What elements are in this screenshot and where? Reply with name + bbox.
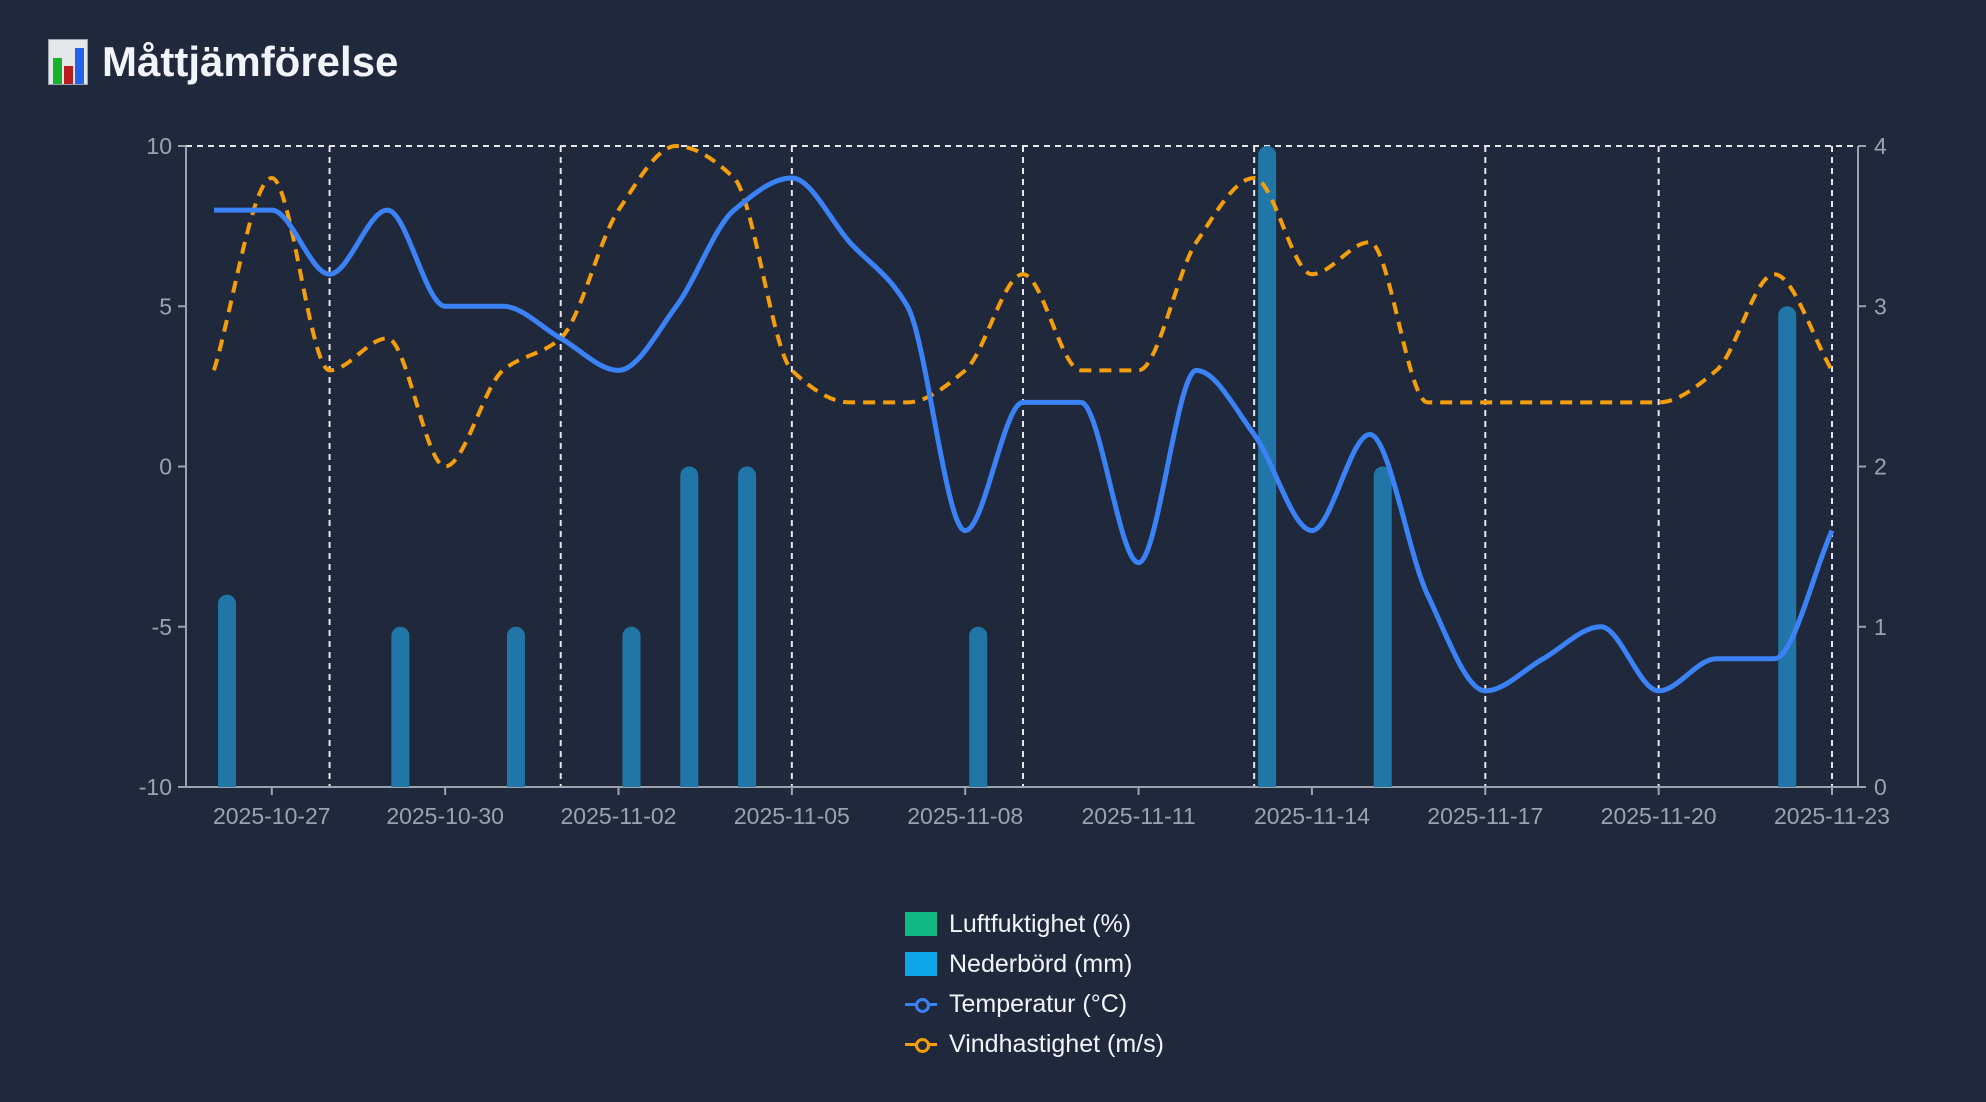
precipitation-bar [506, 626, 525, 787]
wind-speed-line [212, 143, 1834, 469]
legend: Luftfuktighet (%) Nederbörd (mm) Tempera… [905, 904, 1164, 1064]
y-right-tick-label: 3 [1874, 293, 1887, 319]
precipitation-bar [391, 626, 410, 787]
precipitation-bar [218, 594, 236, 787]
legend-item-temperature[interactable]: Temperatur (°C) [905, 984, 1164, 1024]
bar-chart-icon [48, 39, 88, 85]
y-left-tick-label: 0 [159, 454, 172, 480]
y-left-tick-label: -10 [139, 774, 172, 800]
precipitation-bar [1258, 146, 1277, 788]
y-right-tick-label: 4 [1874, 133, 1887, 159]
y-left-tick-label: 10 [146, 133, 172, 159]
y-right-tick-label: 0 [1874, 774, 1887, 800]
legend-line-icon [905, 1032, 937, 1056]
legend-label: Luftfuktighet (%) [949, 909, 1132, 938]
precipitation-bar [1778, 306, 1797, 787]
precipitation-bar [680, 466, 699, 787]
page-title: Måttjämförelse [102, 38, 399, 85]
y-left-tick-label: -5 [152, 614, 172, 640]
y-left-tick-label: 5 [159, 293, 172, 319]
precipitation-bar [622, 626, 641, 787]
precipitation-bar [969, 626, 988, 787]
legend-item-wind[interactable]: Vindhastighet (m/s) [905, 1024, 1164, 1064]
y-right-tick-label: 1 [1874, 614, 1887, 640]
x-tick-label: 2025-11-20 [1601, 803, 1717, 829]
y-right-tick-label: 2 [1874, 454, 1887, 480]
x-tick-label: 2025-11-23 [1774, 803, 1890, 829]
x-tick-label: 2025-11-11 [1081, 803, 1195, 829]
legend-label: Vindhastighet (m/s) [949, 1029, 1164, 1058]
legend-line-icon [905, 992, 937, 1016]
precipitation-bar [1373, 466, 1392, 787]
x-tick-label: 2025-11-08 [907, 803, 1023, 829]
legend-swatch [905, 952, 937, 976]
legend-label: Temperatur (°C) [949, 989, 1128, 1018]
precipitation-bar [738, 466, 757, 787]
x-tick-label: 2025-11-05 [734, 803, 850, 829]
legend-item-humidity[interactable]: Luftfuktighet (%) [905, 904, 1164, 944]
x-tick-label: 2025-11-02 [561, 803, 677, 829]
legend-item-precipitation[interactable]: Nederbörd (mm) [905, 944, 1164, 984]
legend-label: Nederbörd (mm) [949, 949, 1133, 978]
chart-title: Måttjämförelse [48, 38, 398, 86]
x-tick-label: 2025-11-17 [1427, 803, 1543, 829]
x-tick-label: 2025-10-30 [386, 803, 504, 829]
x-tick-label: 2025-10-27 [213, 803, 331, 829]
x-tick-label: 2025-11-14 [1254, 803, 1370, 829]
legend-swatch [905, 912, 937, 936]
temperature-line [214, 175, 1835, 694]
